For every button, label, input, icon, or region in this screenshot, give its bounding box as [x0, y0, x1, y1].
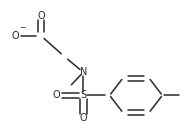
Text: S: S	[80, 90, 86, 100]
Text: O: O	[79, 113, 87, 123]
Text: N: N	[80, 67, 87, 77]
Text: O: O	[37, 11, 45, 21]
Text: O: O	[52, 90, 60, 100]
Text: −: −	[19, 23, 26, 32]
Text: O: O	[12, 31, 19, 41]
